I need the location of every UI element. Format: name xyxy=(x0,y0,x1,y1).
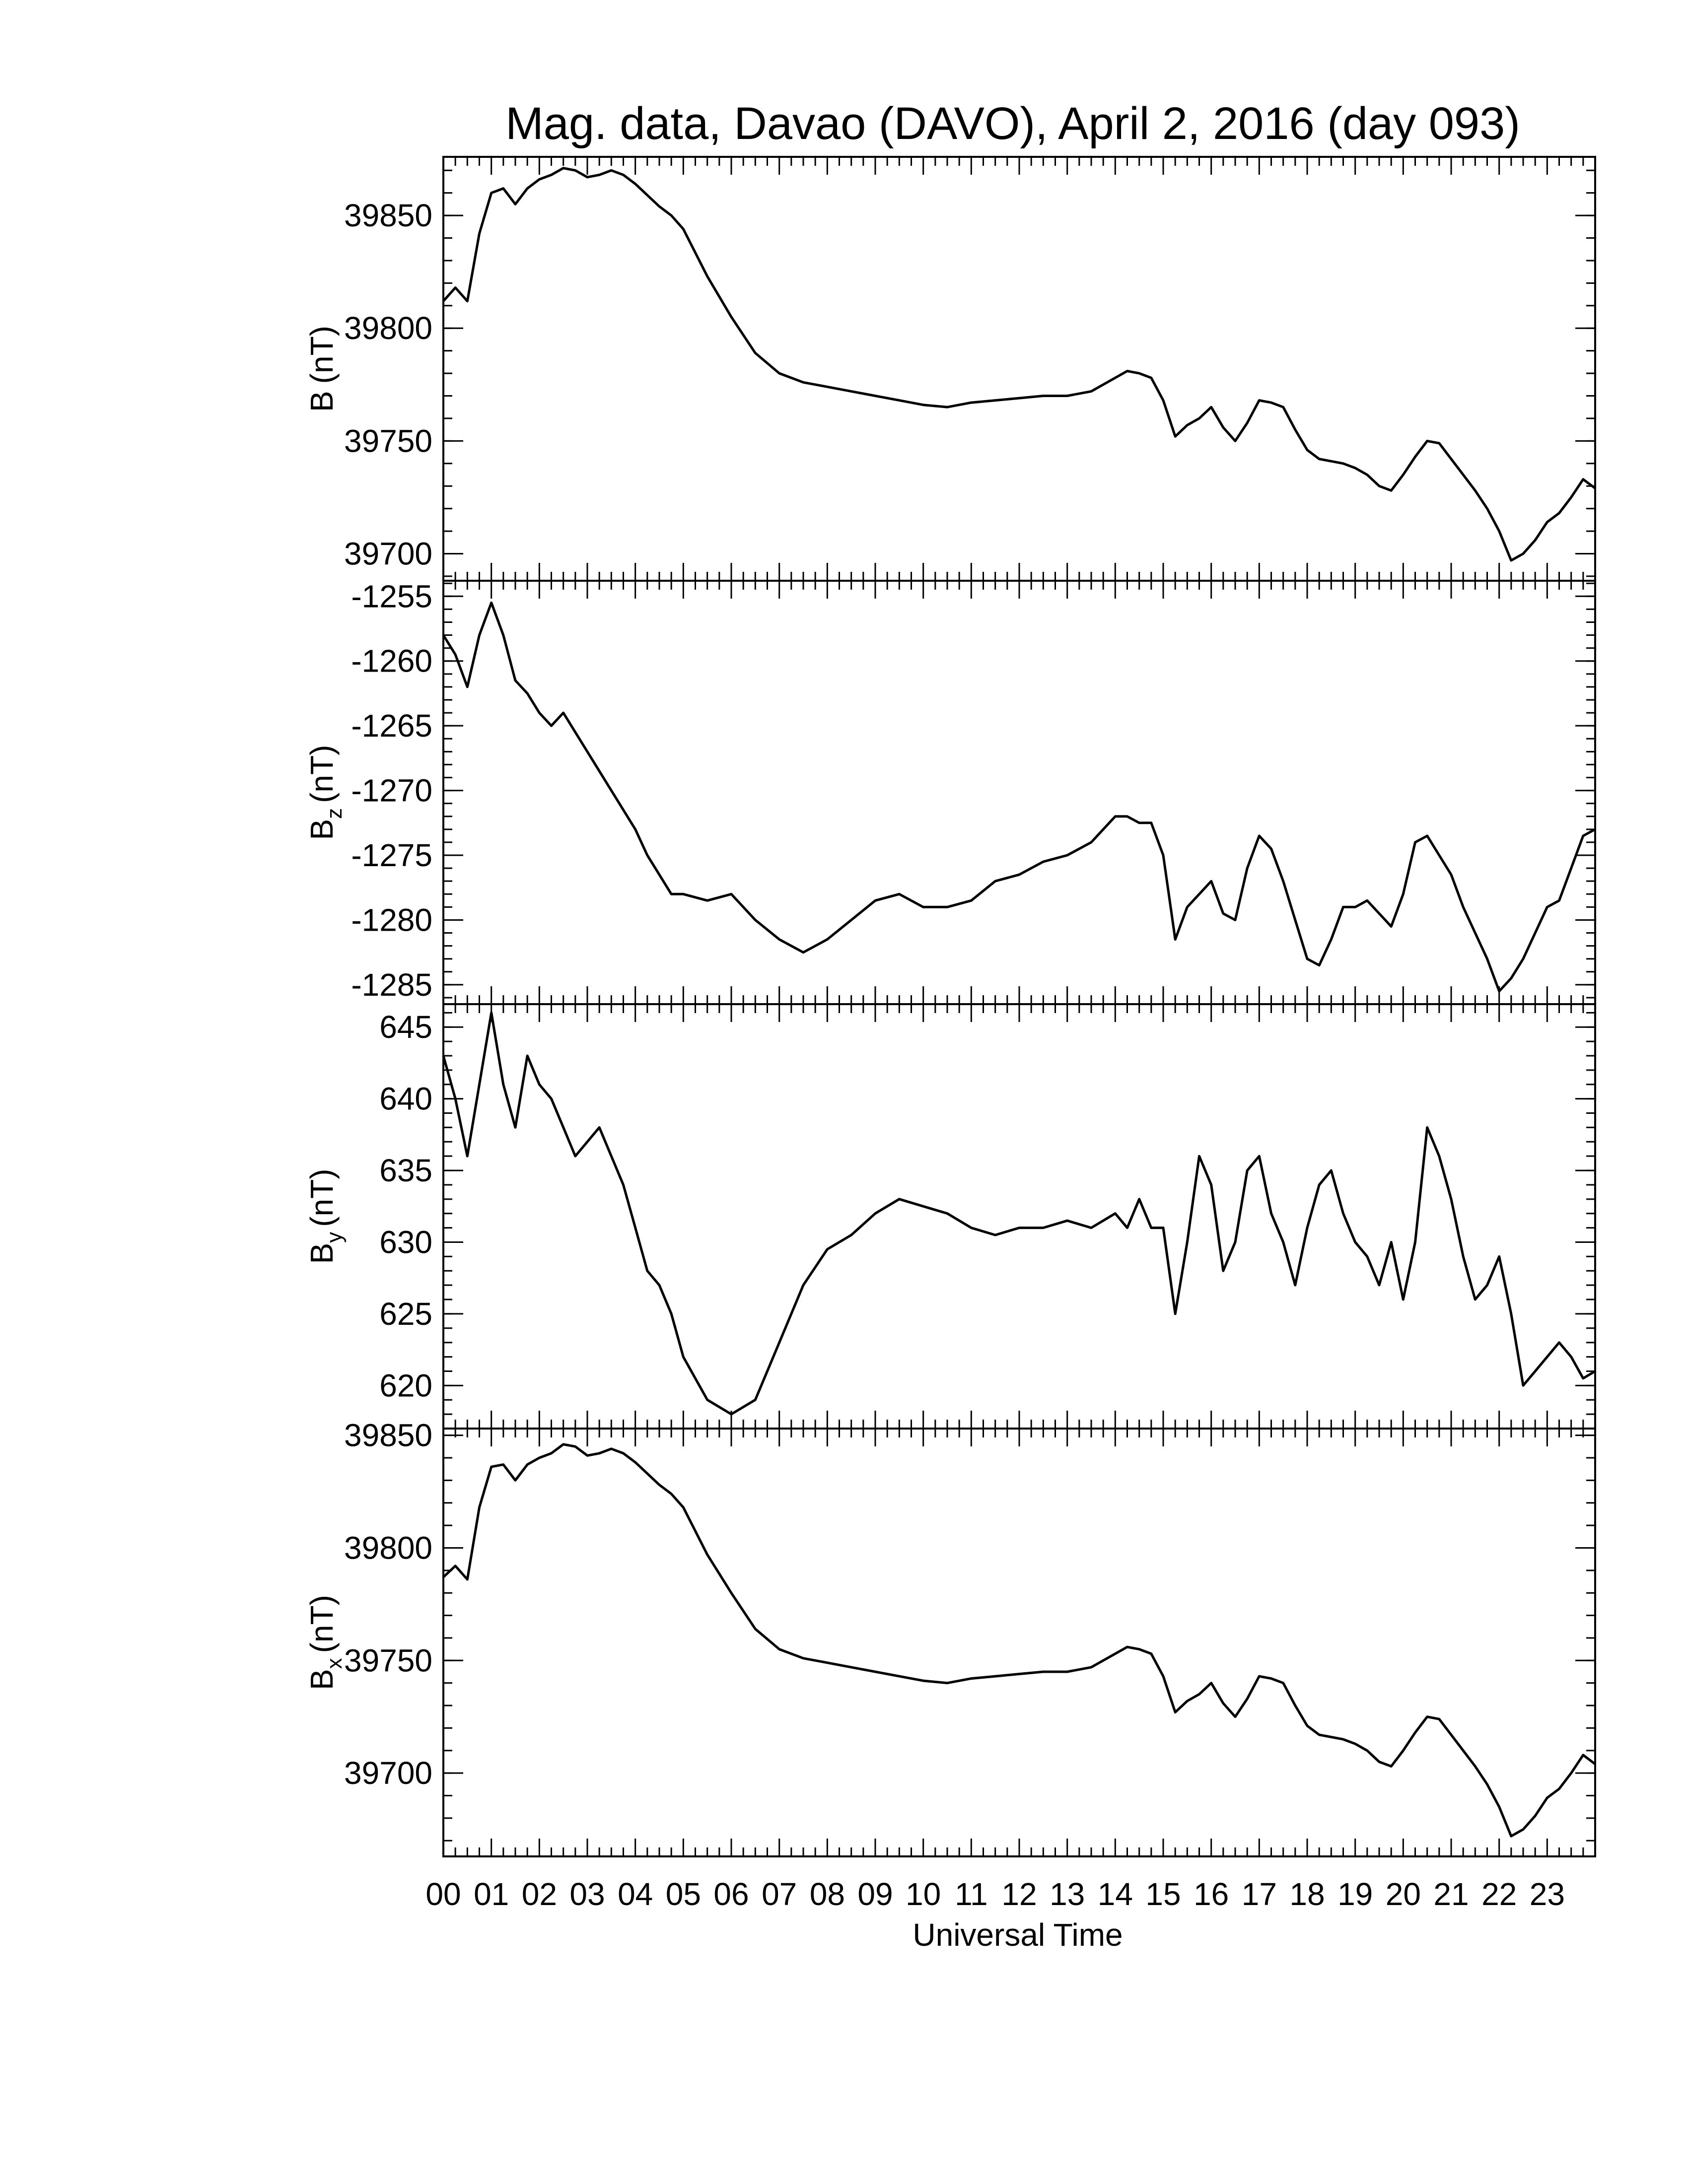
panel-1: 39700 39750 39800 39850 B (nT) xyxy=(304,156,1596,582)
y-axis-label-main: B xyxy=(304,1669,340,1690)
x-tick-label: 04 xyxy=(618,1876,653,1912)
y-axis-label-sub: z xyxy=(322,808,347,819)
y-tick-label: -1255 xyxy=(351,578,432,614)
x-tick-label: 07 xyxy=(762,1876,797,1912)
x-tick-label: 15 xyxy=(1145,1876,1181,1912)
series-line xyxy=(442,167,1596,562)
y-tick-label: -1280 xyxy=(351,902,432,938)
y-axis-label-main: B xyxy=(304,1243,340,1264)
x-tick-label: 05 xyxy=(666,1876,701,1912)
y-tick-label: 39850 xyxy=(344,1418,432,1453)
y-axis-label-sub: y xyxy=(322,1232,347,1243)
y-tick-label: 39750 xyxy=(344,423,432,459)
y-axis-label: B (nT) xyxy=(304,326,340,412)
plot-frame xyxy=(442,1428,1596,1857)
x-tick-label: 09 xyxy=(857,1876,893,1912)
y-axis-label: Bx (nT) xyxy=(304,1595,347,1690)
x-tick-label: 16 xyxy=(1194,1876,1229,1912)
x-axis-label: Universal Time xyxy=(913,1917,1123,1953)
y-tick-label: 620 xyxy=(379,1367,432,1403)
x-tick-label: 12 xyxy=(1001,1876,1037,1912)
y-axis-label-unit: (nT) xyxy=(304,1595,340,1653)
series-line xyxy=(442,1011,1596,1416)
panels: 39700 39750 39800 39850 B (nT) -1285 -1280 -1275… xyxy=(304,156,1596,1912)
y-tick-label: -1285 xyxy=(351,967,432,1003)
y-tick-label: 39750 xyxy=(344,1642,432,1678)
x-tick-label: 13 xyxy=(1050,1876,1085,1912)
y-axis-label-main: B xyxy=(304,819,340,840)
y-axis-label-unit: (nT) xyxy=(304,326,340,384)
y-tick-label: -1270 xyxy=(351,773,432,809)
y-tick-label: -1265 xyxy=(351,708,432,744)
y-tick-label: 39850 xyxy=(344,198,432,233)
x-tick-label: 03 xyxy=(569,1876,605,1912)
x-tick-label: 22 xyxy=(1481,1876,1517,1912)
y-tick-label: 39800 xyxy=(344,1530,432,1566)
y-axis-label: Bz (nT) xyxy=(304,745,347,840)
y-tick-label: 630 xyxy=(379,1224,432,1260)
x-tick-label: 01 xyxy=(474,1876,509,1912)
y-tick-label: -1260 xyxy=(351,643,432,679)
x-tick-label: 08 xyxy=(810,1876,845,1912)
panel-3: 620 625 630 635 640 645 By (nT) xyxy=(304,1003,1596,1430)
panel-4: 39700 39750 39800 39850 Bx (nT) xyxy=(304,1418,1596,1857)
y-tick-label: 39700 xyxy=(344,536,432,571)
chart-title: Mag. data, Davao (DAVO), April 2, 2016 (… xyxy=(505,98,1520,149)
series-line xyxy=(442,1443,1596,1838)
y-axis-label-unit: (nT) xyxy=(304,1169,340,1227)
plot-frame xyxy=(442,1003,1596,1430)
y-tick-label: 39800 xyxy=(344,310,432,346)
x-tick-label: 21 xyxy=(1433,1876,1469,1912)
x-tick-label: 10 xyxy=(906,1876,941,1912)
x-tick-label: 02 xyxy=(522,1876,557,1912)
plot-frame xyxy=(442,156,1596,582)
x-tick-label: 14 xyxy=(1098,1876,1133,1912)
y-tick-label: -1275 xyxy=(351,837,432,873)
y-axis-label: By (nT) xyxy=(304,1169,347,1264)
y-tick-label: 640 xyxy=(379,1081,432,1117)
y-tick-label: 645 xyxy=(379,1009,432,1045)
plot-frame xyxy=(442,580,1596,1005)
x-tick-label: 06 xyxy=(713,1876,749,1912)
x-tick-label: 19 xyxy=(1337,1876,1373,1912)
x-tick-label: 11 xyxy=(955,1876,987,1912)
x-tick-label: 18 xyxy=(1289,1876,1325,1912)
x-tick-label: 00 xyxy=(425,1876,461,1912)
series-line xyxy=(442,601,1596,993)
x-tick-label: 23 xyxy=(1530,1876,1565,1912)
x-tick-label: 17 xyxy=(1242,1876,1277,1912)
x-tick-label: 20 xyxy=(1386,1876,1421,1912)
y-axis-label-main: B xyxy=(304,391,340,412)
y-axis-label-unit: (nT) xyxy=(304,745,340,803)
y-tick-label: 39700 xyxy=(344,1755,432,1791)
y-tick-label: 635 xyxy=(379,1153,432,1188)
y-tick-label: 625 xyxy=(379,1296,432,1332)
panel-2: -1285 -1280 -1275 -1270 -1265 -1260 -1255 Bz (nT… xyxy=(304,578,1596,1005)
y-axis-label-sub: x xyxy=(322,1658,347,1669)
